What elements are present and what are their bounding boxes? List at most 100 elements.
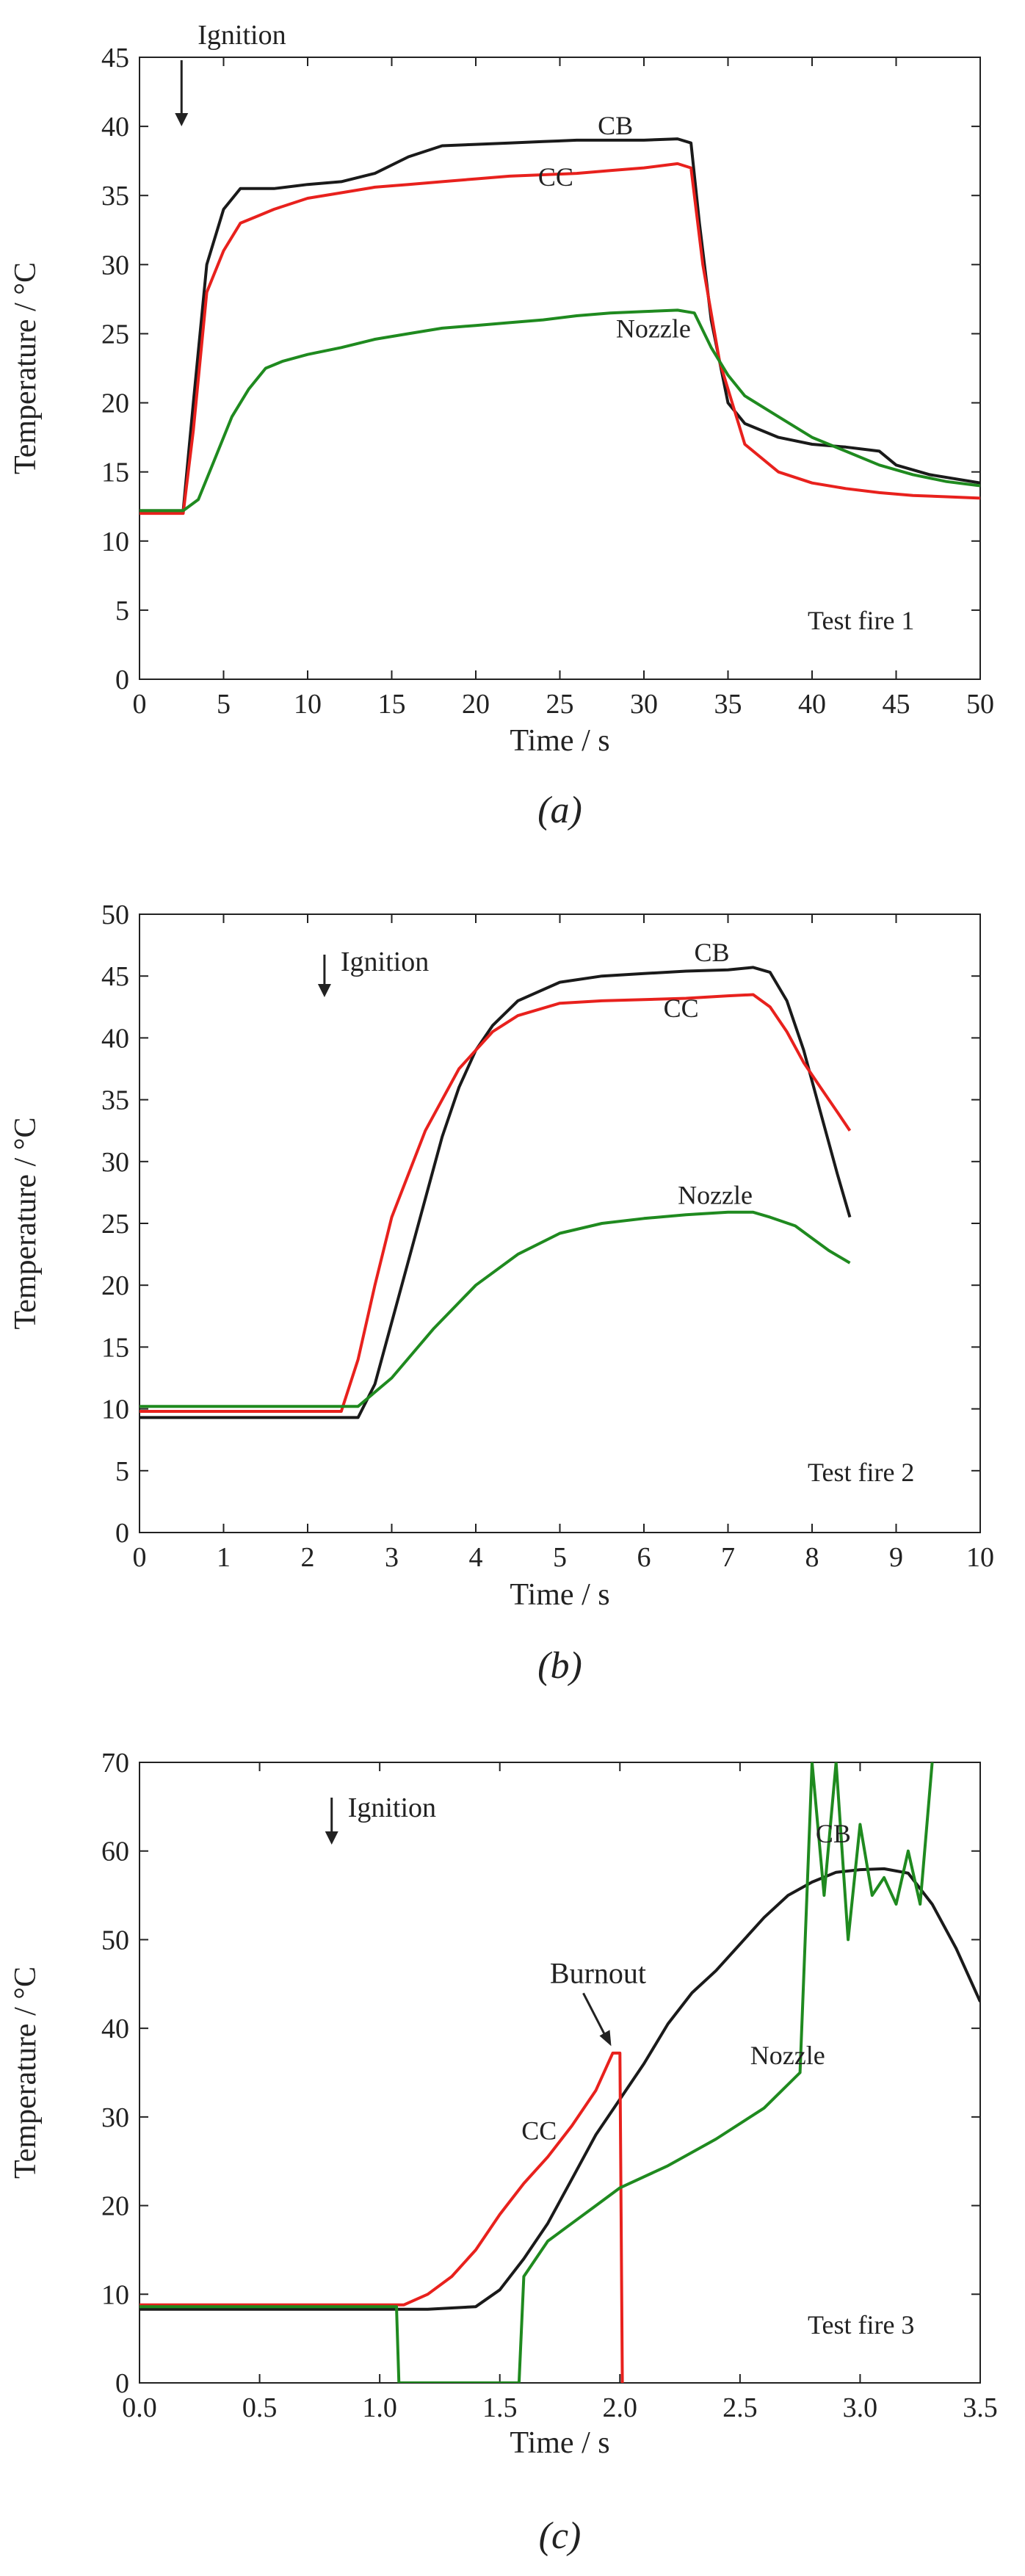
x-tick-label: 2.0 (603, 2392, 638, 2423)
series-label-cb: CB (694, 938, 729, 967)
series-label-nozzle: Nozzle (750, 2041, 825, 2070)
y-tick-label: 10 (101, 1394, 129, 1425)
x-tick-label: 15 (378, 689, 406, 720)
ignition-label: Ignition (198, 20, 286, 51)
y-tick-label: 20 (101, 388, 129, 419)
x-tick-label: 0.0 (122, 2392, 157, 2423)
x-tick-label: 2 (301, 1542, 315, 1573)
y-axis-title: Temperature / °C (9, 262, 43, 474)
ignition-arrow-head (175, 113, 189, 126)
x-tick-label: 45 (883, 689, 910, 720)
series-label-nozzle: Nozzle (616, 314, 691, 343)
series-line-cb (140, 137, 980, 513)
y-tick-label: 0 (115, 2368, 129, 2399)
y-tick-label: 50 (101, 900, 129, 930)
x-tick-label: 1.5 (482, 2392, 518, 2423)
y-tick-label: 45 (101, 961, 129, 992)
chart-panel-c: 0.0 0.5 1.0 1.5 2.0 2.5 3.0 3.5 0 10 20 30 40 50 60 70 T… (9, 1748, 998, 2557)
y-tick-label: 20 (101, 1270, 129, 1301)
test-fire-label: Test fire 3 (808, 2310, 914, 2340)
y-tick-label: 35 (101, 181, 129, 211)
y-tick-label: 0 (115, 1518, 129, 1549)
burnout-arrow-head (599, 2030, 612, 2047)
chart-panel-a: 0 5 10 15 20 25 30 35 40 45 50 0 5 10 15 20 25 30 35 40 45 Ti… (9, 20, 994, 831)
y-tick-label: 15 (101, 1332, 129, 1363)
x-tick-label: 6 (637, 1542, 651, 1573)
panel-caption: (b) (537, 1645, 582, 1687)
test-fire-label: Test fire 2 (808, 1458, 914, 1487)
x-axis-title: Time / s (510, 1578, 609, 1612)
y-tick-label: 60 (101, 1837, 129, 1867)
series-line-nozzle (140, 1210, 851, 1408)
x-tick-label: 1 (217, 1542, 231, 1573)
x-tick-label: 50 (966, 689, 994, 720)
ignition-arrow-head (325, 1831, 338, 1845)
y-tick-label: 70 (101, 1748, 129, 1779)
x-tick-label: 3.0 (843, 2392, 878, 2423)
y-tick-label: 5 (115, 596, 129, 626)
x-tick-label: 0 (133, 1542, 147, 1573)
y-tick-label: 30 (101, 250, 129, 281)
y-tick-label: 25 (101, 319, 129, 350)
x-tick-label: 35 (714, 689, 742, 720)
series-line-nozzle (140, 308, 980, 513)
x-tick-label: 7 (721, 1542, 735, 1573)
ignition-arrow-head (317, 984, 331, 997)
x-tick-label: 0 (133, 689, 147, 720)
series-label-cb: CB (598, 111, 633, 140)
series-label-cc: CC (664, 994, 699, 1023)
x-tick-label: 40 (798, 689, 826, 720)
y-tick-label: 45 (101, 43, 129, 73)
y-tick-label: 40 (101, 1023, 129, 1054)
burnout-arrow (582, 1992, 608, 2040)
series-line-cc (140, 162, 980, 515)
series-label-cc: CC (538, 162, 573, 192)
y-axis-title: Temperature / °C (9, 1117, 43, 1329)
y-tick-label: 5 (115, 1456, 129, 1487)
panel-caption: (a) (537, 789, 582, 831)
burnout-label: Burnout (550, 1956, 646, 1989)
x-tick-label: 8 (805, 1542, 819, 1573)
x-tick-label: 0.5 (242, 2392, 278, 2423)
x-tick-label: 10 (966, 1542, 994, 1573)
test-fire-label: Test fire 1 (808, 606, 914, 635)
x-tick-label: 4 (469, 1542, 483, 1573)
plot-frame (139, 1762, 981, 2384)
y-tick-label: 15 (101, 457, 129, 488)
x-tick-label: 5 (553, 1542, 567, 1573)
x-tick-label: 10 (294, 689, 322, 720)
y-tick-label: 10 (101, 527, 129, 557)
x-tick-label: 3 (385, 1542, 399, 1573)
panel-caption: (c) (539, 2515, 582, 2557)
y-tick-label: 0 (115, 665, 129, 695)
y-tick-label: 10 (101, 2279, 129, 2310)
y-axis-title: Temperature / °C (9, 1967, 43, 2179)
series-label-nozzle: Nozzle (678, 1181, 753, 1210)
y-tick-label: 50 (101, 1925, 129, 1955)
series-line-cb (140, 1867, 980, 2311)
x-tick-label: 9 (889, 1542, 903, 1573)
y-tick-label: 35 (101, 1085, 129, 1116)
series-label-cb: CB (816, 1819, 851, 1848)
y-tick-label: 25 (101, 1209, 129, 1240)
x-tick-label: 20 (462, 689, 490, 720)
series-line-nozzle (140, 1762, 934, 2383)
series-line-cb (140, 966, 852, 1419)
y-tick-label: 20 (101, 2191, 129, 2222)
series-label-cc: CC (521, 2116, 557, 2145)
ignition-label: Ignition (341, 947, 429, 977)
y-tick-label: 30 (101, 1147, 129, 1178)
x-tick-label: 2.5 (722, 2392, 758, 2423)
x-axis-title: Time / s (510, 2426, 609, 2460)
x-tick-label: 3.5 (963, 2392, 998, 2423)
x-tick-label: 25 (546, 689, 574, 720)
x-tick-label: 5 (217, 689, 231, 720)
series-line-cc (140, 993, 852, 1413)
ignition-label: Ignition (348, 1792, 436, 1823)
y-tick-label: 40 (101, 112, 129, 142)
x-tick-label: 30 (630, 689, 658, 720)
series-line-cc (140, 2051, 624, 2383)
y-tick-label: 40 (101, 2014, 129, 2044)
